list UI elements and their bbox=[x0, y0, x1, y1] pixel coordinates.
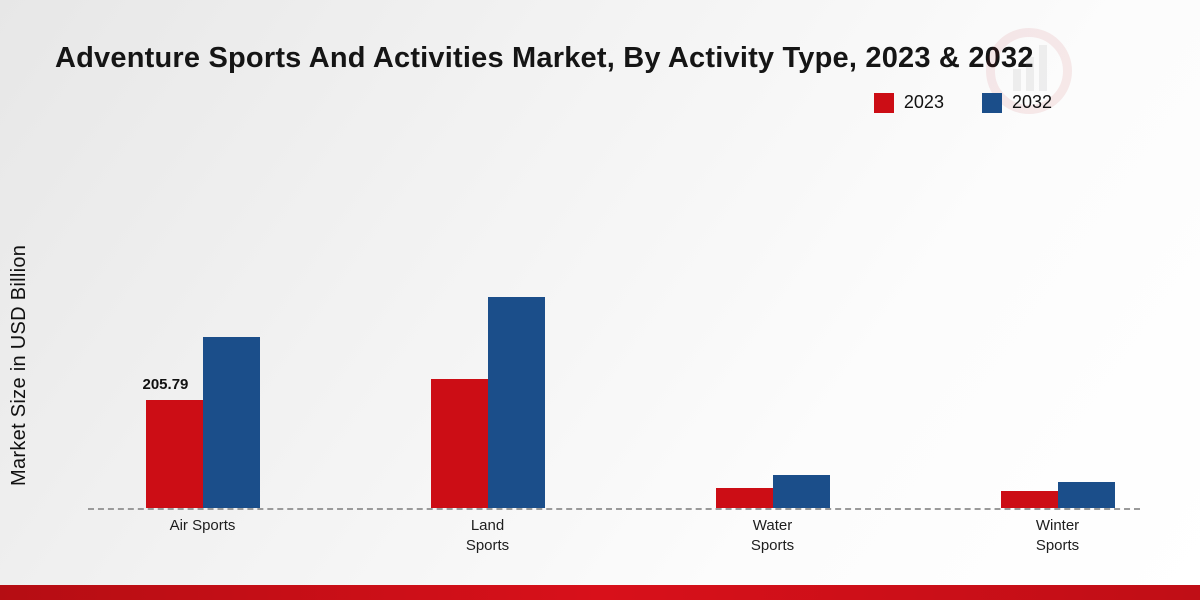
legend-swatch-2032 bbox=[981, 92, 1002, 113]
bar-2032-2 bbox=[487, 297, 545, 508]
bar-2023-4 bbox=[1000, 491, 1058, 508]
bar-2032-3 bbox=[772, 475, 830, 508]
bar-group-4 bbox=[915, 282, 1200, 508]
bar-group-1: 205.79 bbox=[60, 282, 345, 508]
legend-swatch-2023 bbox=[873, 92, 894, 113]
bar-value-label: 205.79 bbox=[142, 376, 189, 393]
bar-group-3 bbox=[630, 282, 915, 508]
category-label-3: Water Sports bbox=[750, 517, 795, 554]
category-label-4: Winter Sports bbox=[1035, 517, 1080, 554]
legend-label-2032: 2032 bbox=[1011, 92, 1052, 112]
bar-2023-1: 205.79 bbox=[143, 376, 203, 508]
y-axis-label: Market Size in USD Billion bbox=[8, 244, 30, 486]
watermark-logo-icon bbox=[986, 28, 1072, 114]
category-label-row: Air Sports Land Sports Water Sports Winter … bbox=[60, 516, 1200, 556]
bar-group-2 bbox=[345, 282, 630, 508]
bar-2023-2 bbox=[430, 379, 488, 508]
bar-2023-3 bbox=[715, 488, 773, 508]
bar-2032-1 bbox=[202, 337, 260, 508]
x-axis-baseline bbox=[88, 508, 1140, 510]
legend-item-2032: 2032 bbox=[981, 92, 1052, 113]
legend-label-2023: 2023 bbox=[903, 92, 944, 112]
chart-title: Adventure Sports And Activities Market, … bbox=[55, 42, 1034, 74]
legend: 2023 2032 bbox=[873, 92, 1052, 113]
category-label-1: Air Sports bbox=[169, 517, 236, 534]
legend-item-2023: 2023 bbox=[873, 92, 944, 113]
category-label-2: Land Sports bbox=[465, 517, 510, 554]
plot-area: 205.79 bbox=[60, 282, 1200, 508]
footer-accent-bar bbox=[0, 585, 1200, 600]
bar-2032-4 bbox=[1057, 482, 1115, 508]
watermark-bars-icon bbox=[1013, 45, 1047, 91]
